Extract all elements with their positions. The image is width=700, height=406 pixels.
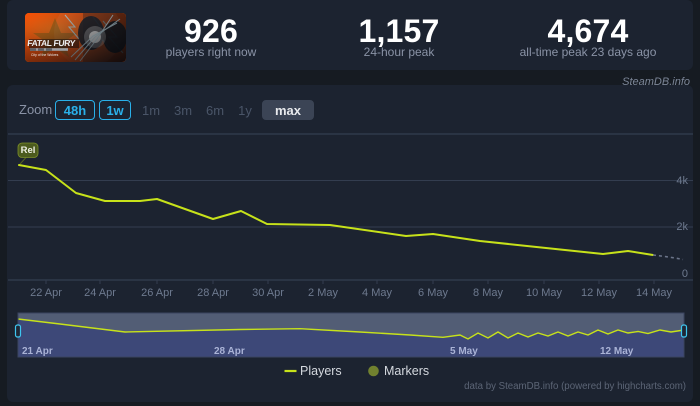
svg-text:12 May: 12 May	[600, 346, 634, 357]
svg-text:21 Apr: 21 Apr	[22, 346, 53, 357]
svg-text:10 May: 10 May	[526, 287, 563, 299]
svg-text:14 May: 14 May	[636, 287, 673, 299]
svg-text:24 Apr: 24 Apr	[84, 287, 116, 299]
svg-text:0: 0	[682, 268, 688, 280]
svg-text:26 Apr: 26 Apr	[141, 287, 173, 299]
svg-text:12 May: 12 May	[581, 287, 618, 299]
svg-text:30 Apr: 30 Apr	[252, 287, 284, 299]
svg-text:28 Apr: 28 Apr	[197, 287, 229, 299]
svg-text:6 May: 6 May	[418, 287, 448, 299]
svg-text:2 May: 2 May	[308, 287, 338, 299]
svg-text:22 Apr: 22 Apr	[30, 287, 62, 299]
svg-text:Markers: Markers	[384, 364, 429, 378]
svg-text:8 May: 8 May	[473, 287, 503, 299]
svg-text:5 May: 5 May	[450, 346, 478, 357]
svg-text:data by SteamDB.info (powered: data by SteamDB.info (powered by highcha…	[464, 381, 686, 392]
svg-text:28 Apr: 28 Apr	[214, 346, 245, 357]
svg-text:2k: 2k	[676, 221, 688, 233]
svg-text:Rel: Rel	[21, 145, 36, 156]
svg-text:4k: 4k	[676, 175, 688, 187]
svg-text:4 May: 4 May	[362, 287, 392, 299]
svg-text:Players: Players	[300, 364, 342, 378]
